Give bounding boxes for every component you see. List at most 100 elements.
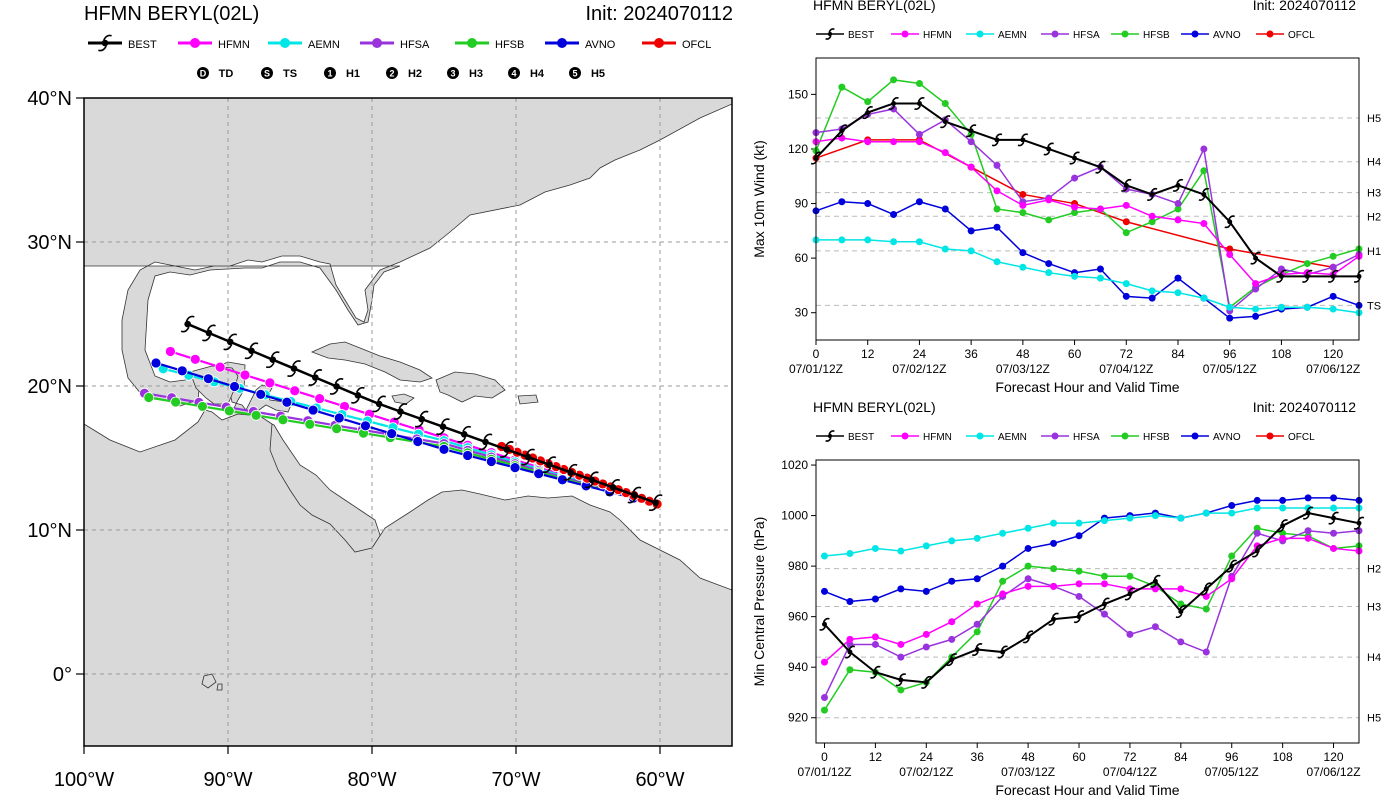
pressure-point-hfmn — [1100, 580, 1108, 588]
pressure-point-avno — [948, 577, 956, 585]
wind-ref-label-h2: H2 — [1367, 211, 1381, 223]
wind-point-avno — [941, 205, 949, 213]
map-title: HFMN BERYL(02L) — [84, 3, 259, 25]
wind-point-hfsb — [1174, 205, 1182, 213]
pressure-point-avno — [1304, 494, 1312, 502]
wind-point-avno — [993, 223, 1001, 231]
pressure-legend-hfmn: HFMN — [891, 432, 952, 443]
lat-label: 30°N — [27, 232, 72, 254]
wind-date-tick: 07/02/12Z — [892, 362, 946, 376]
wind-x-tick: 84 — [1171, 347, 1185, 361]
land-hispaniola — [435, 371, 506, 403]
pressure-series-best — [819, 506, 1365, 689]
wind-point-hfmn — [1071, 203, 1079, 211]
wind-x-tick: 48 — [1016, 347, 1030, 361]
pressure-point-best — [1302, 506, 1314, 520]
intensity-legend-h2: 2 H2 — [386, 67, 422, 80]
wind-point-aemn — [941, 245, 949, 253]
wind-point-hfmn — [1252, 280, 1260, 288]
wind-point-best — [1043, 142, 1054, 156]
pressure-point-best — [921, 675, 932, 689]
wind-point-best — [940, 115, 951, 129]
wind-point-best — [965, 124, 977, 138]
pressure-x-label: Forecast Hour and Valid Time — [995, 782, 1179, 798]
pressure-point-avno — [1050, 539, 1058, 547]
pressure-point-avno — [922, 587, 930, 595]
pressure-date-tick: 07/02/12Z — [899, 765, 953, 779]
pressure-point-hfsa — [871, 640, 879, 648]
wind-point-best — [810, 151, 822, 165]
intensity-legend-h5: 5 H5 — [569, 67, 605, 80]
wind-point-avno — [1096, 265, 1104, 273]
pressure-point-aemn — [1151, 512, 1159, 520]
best-track-marker — [584, 471, 599, 489]
wind-legend-best-icon — [825, 28, 835, 40]
wind-line-hfsb — [815, 79, 1360, 309]
best-track-marker — [308, 369, 323, 386]
pressure-point-best — [1226, 559, 1237, 573]
pressure-x-tick: 96 — [1225, 750, 1239, 764]
wind-chart: HFMN BERYL(02L) Init: 2024070112 BEST HFMN A… — [751, 0, 1381, 395]
pressure-legend-best-icon — [825, 430, 835, 442]
pressure-point-hfsa — [1177, 638, 1185, 646]
pressure-x-tick: 36 — [971, 750, 985, 764]
pressure-legend-label: HFMN — [923, 432, 952, 443]
best-track-marker — [202, 324, 216, 342]
pressure-point-avno — [1279, 496, 1287, 504]
pressure-point-avno — [820, 587, 828, 595]
pressure-point-best — [946, 653, 957, 667]
pressure-date-tick: 07/03/12Z — [1001, 765, 1055, 779]
wind-point-best — [991, 133, 1003, 147]
map-init-label: Init: 2024070112 — [585, 3, 733, 25]
best-track-marker — [287, 360, 301, 377]
lon-label: 90°W — [203, 769, 252, 791]
pressure-title: HFMN BERYL(02L) — [813, 400, 936, 415]
wind-point-hfsb — [941, 99, 949, 107]
wind-ref-label-h5: H5 — [1367, 113, 1381, 125]
wind-x-tick: 72 — [1120, 347, 1134, 361]
pressure-point-avno — [846, 598, 854, 605]
pressure-point-hfsa — [897, 653, 905, 661]
intensity-legend-label: TS — [283, 68, 297, 80]
legend-label-hfmn: HFMN — [218, 39, 250, 51]
pressure-frame — [815, 459, 1360, 744]
wind-legend-label: HFSA — [1073, 30, 1100, 41]
wind-point-hfsb — [1122, 229, 1130, 237]
best-track-marker — [627, 486, 642, 504]
pressure-y-tick: 1020 — [781, 458, 808, 472]
pressure-point-aemn — [1126, 514, 1134, 522]
pressure-point-avno — [1024, 544, 1032, 552]
pressure-point-hfsb — [999, 577, 1007, 585]
wind-x-tick: 36 — [964, 347, 978, 361]
wind-date-tick: 07/04/12Z — [1099, 362, 1153, 376]
pressure-point-avno — [999, 562, 1007, 570]
wind-point-avno — [1252, 312, 1260, 320]
wind-point-hfmn — [993, 187, 1001, 195]
pressure-legend-hfsa: HFSA — [1041, 432, 1100, 443]
wind-point-aemn — [967, 247, 975, 255]
wind-legend-hfsa: HFSA — [1041, 30, 1100, 41]
intensity-legend-h4: 4 H4 — [508, 67, 545, 80]
track-map: HFMN BERYL(02L) Init: 2024070112 BEST HFM… — [27, 3, 733, 791]
pressure-point-hfmn — [1253, 542, 1261, 550]
pressure-point-hfsa — [922, 643, 930, 651]
wind-point-ofcl — [1019, 190, 1027, 198]
pressure-point-best — [1277, 519, 1288, 533]
pressure-point-best — [1150, 574, 1161, 588]
legend-item-ofcl: OFCL — [642, 38, 711, 51]
pressure-x-tick: 60 — [1072, 750, 1086, 764]
wind-point-hfsb — [1045, 216, 1053, 224]
wind-point-hfmn — [941, 149, 949, 157]
wind-point-aemn — [1148, 287, 1156, 295]
wind-y-tick: 60 — [795, 251, 809, 265]
pressure-point-hfmn — [1177, 585, 1185, 593]
pressure-date-tick: 07/05/12Z — [1205, 765, 1259, 779]
wind-point-hfsb — [838, 83, 846, 91]
pressure-point-best — [1022, 630, 1034, 644]
pressure-point-hfsa — [1075, 592, 1083, 600]
wind-point-hfmn — [1096, 205, 1104, 213]
pressure-legend-label: HFSA — [1073, 432, 1100, 443]
wind-point-aemn — [1096, 274, 1104, 282]
lon-label: 60°W — [635, 769, 684, 791]
wind-point-avno — [1226, 314, 1234, 322]
